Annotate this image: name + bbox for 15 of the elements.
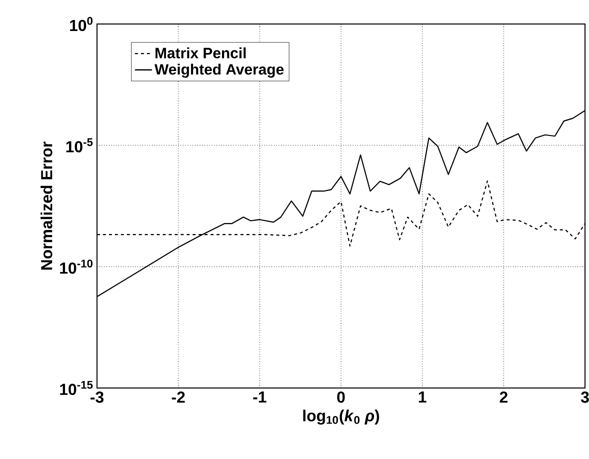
- legend-label: Matrix Pencil: [156, 47, 246, 58]
- y-tick-label: 10$^{0}$: [70, 16, 93, 32]
- legend-label: Weighted Average: [154, 64, 284, 78]
- x-tick-label: 2: [500, 392, 508, 403]
- x-tick-label: 1: [418, 392, 426, 402]
- x-tick-label: 3: [580, 392, 589, 403]
- x-axis-title: log$_{10}$(k$_{0}$ ρ): [303, 410, 380, 425]
- y-tick-label: 10$^{-5}$: [66, 138, 93, 152]
- x-tick-label: -2: [172, 392, 185, 403]
- x-tick-label: -1: [253, 392, 266, 402]
- y-tick-label: 10$^{-15}$: [60, 380, 93, 396]
- y-axis-title: Normalized Error: [40, 142, 52, 270]
- x-tick-label: -3: [90, 392, 104, 403]
- y-tick-label: 10$^{-10}$: [60, 260, 93, 274]
- x-tick-label: 0: [337, 392, 345, 403]
